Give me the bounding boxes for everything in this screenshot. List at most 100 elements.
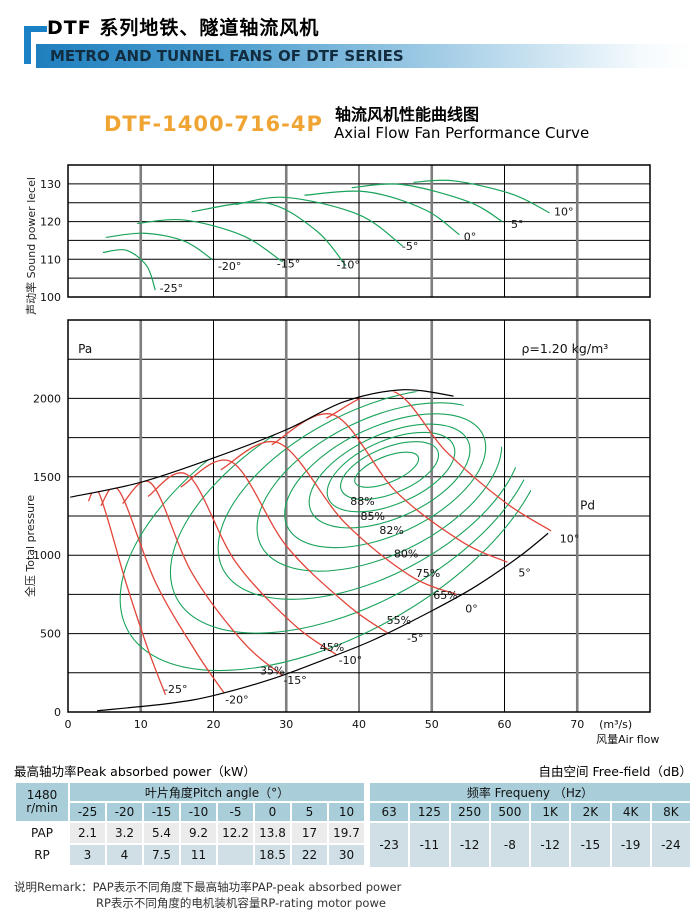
noise-curve-10°	[413, 179, 550, 214]
pitch-curve--10°	[147, 472, 337, 656]
pitch-angle-group-header: 叶片角度Pitch angle（°）	[70, 783, 364, 801]
efficiency-contours	[119, 389, 548, 672]
attenuation-row: -23 -11 -12 -8 -12 -15 -19 -24	[370, 823, 690, 867]
pitch-curve-5°	[271, 413, 508, 563]
chart-label: 风量Air flow	[596, 733, 659, 746]
noise-pitch-curves: -25° -20° -15° -10° -5° 0° 5° 10°	[102, 179, 574, 295]
brand-bracket-icon	[24, 26, 31, 64]
chart-label: -15°	[283, 674, 306, 687]
chart-label: Pd	[580, 499, 595, 513]
remark-note: 说明Remark：PAP表示不同角度下最高轴功率PAP-peak absorbe…	[14, 880, 402, 910]
chart-label: -5°	[407, 632, 423, 645]
chart-label: 110	[40, 253, 61, 266]
peak-power-table: 1480 r/min 叶片角度Pitch angle（°） -25 -20 -15…	[14, 781, 366, 867]
chart-label: 2000	[33, 392, 61, 405]
chart-label: 0	[65, 718, 72, 731]
efficiency-contour-85%	[340, 441, 440, 500]
chart-label: 70	[570, 718, 584, 731]
chart-label: 45%	[320, 641, 344, 654]
chart-label: -25°	[160, 282, 183, 295]
efficiency-contour-88%	[354, 451, 420, 488]
efficiency-contour-82%	[326, 431, 456, 513]
efficiency-contour-65%	[256, 402, 503, 572]
chart-label: 10	[134, 718, 148, 731]
chart-label: 1500	[33, 471, 61, 484]
noise-curve-0°	[304, 190, 460, 236]
chart-label: 10°	[554, 206, 574, 219]
chart-label: -20°	[225, 693, 248, 706]
chart-label: 120	[40, 216, 61, 229]
chart-label: -5°	[402, 240, 418, 253]
pressure-flow-chart: -25° -20° -15° -10° -5° 0° 5° 10° 88% 85%82% 80% 75…	[33, 319, 659, 746]
peak-power-table-title: 最高轴功率Peak absorbed power（kW）	[14, 764, 256, 779]
chart-label: 5°	[518, 566, 531, 579]
chart-label: 0°	[464, 230, 477, 243]
chart-label: -10°	[336, 258, 359, 271]
curve-title-zh: 轴流风机性能曲线图	[335, 105, 480, 124]
pd-curve	[97, 532, 549, 712]
frequency-header-row: 63 125 250 500 1K 2K 4K 8K	[370, 803, 690, 821]
chart-label: 65%	[433, 589, 457, 602]
chart-label: 1000	[33, 549, 61, 562]
noise-curve--10°	[191, 201, 347, 267]
noise-curve--20°	[105, 232, 213, 260]
noise-curve-5°	[351, 183, 503, 223]
chart-label: 50	[425, 718, 439, 731]
chart-label: 100	[40, 291, 61, 304]
brand-bracket-icon	[24, 26, 47, 32]
chart-label: 20	[207, 718, 221, 731]
chart-label: 75%	[416, 567, 440, 580]
plot-border	[67, 164, 651, 298]
page-subtitle-banner: METRO AND TUNNEL FANS OF DTF SERIES	[36, 44, 692, 68]
sound-power-chart: 100 110 120 130 -25° -20° -15° -10° -5° 0° 5° 10°	[40, 164, 651, 304]
fan-model-code: DTF-1400-716-4P	[104, 112, 323, 136]
chart-label: 30	[279, 718, 293, 731]
free-field-table-title: 自由空间 Free-field（dB）	[538, 764, 693, 779]
noise-curve--15°	[137, 219, 283, 263]
envelope-curve	[70, 389, 454, 498]
free-field-table: 频率 Frequeny （Hz） 63 125 250 500 1K 2K 4K…	[368, 781, 692, 869]
chart-label: 40	[352, 718, 366, 731]
chart-label: 500	[40, 628, 61, 641]
chart-label: -15°	[277, 258, 300, 271]
chart-label: -20°	[218, 260, 241, 273]
curve-title-en: Axial Flow Fan Performance Curve	[334, 124, 590, 142]
plot-border	[67, 319, 651, 713]
curve-labels: -25° -20° -15° -10° -5° 0° 5° 10° 88% 85%82% 80% 75…	[78, 341, 608, 706]
chart-label: 82%	[379, 524, 403, 537]
efficiency-contour-75%	[284, 413, 487, 549]
efficiency-contour-35%	[119, 389, 548, 672]
chart-label: Pa	[78, 342, 92, 356]
chart-label: -25°	[164, 683, 187, 696]
chart-label: 88%	[350, 495, 374, 508]
chart-label: 0°	[465, 602, 478, 615]
grid	[68, 165, 650, 297]
table-row-pap: PAP 2.1 3.2 5.4 9.2 12.2 13.8 17 19.7	[16, 823, 364, 843]
noise-curve--5°	[235, 196, 404, 247]
chart-label: (m³/s)	[599, 718, 632, 731]
efficiency-contour-80%	[308, 423, 471, 529]
chart-label: -10°	[339, 654, 362, 667]
chart-label: 85%	[360, 510, 384, 523]
chart-label: ρ=1.20 kg/m³	[521, 341, 608, 356]
chart-label: 80%	[394, 548, 418, 561]
y-tick-labels: 100 110 120 130	[40, 178, 61, 304]
clipped-curves	[87, 389, 552, 695]
chart-label: 10°	[560, 533, 580, 546]
page-title: DTF 系列地铁、隧道轴流风机	[47, 17, 320, 39]
pitch-curve--5°	[180, 459, 388, 634]
chart-label: 60	[498, 718, 512, 731]
pitch-curve--25°	[87, 488, 167, 695]
rpm-cell: 1480 r/min	[16, 783, 68, 821]
chart-label: 35%	[260, 665, 284, 678]
axis-tick-labels: 0 500 1000 1500 2000 0 10 20 30 40 50 60 70 (m³/s) 风量A…	[33, 392, 659, 746]
chart-label: 55%	[387, 614, 411, 627]
table-row-rp: RP 3 4 7.5 11 18.5 22 30	[16, 845, 364, 865]
chart-label: 130	[40, 178, 61, 191]
chart-label: 0	[54, 706, 61, 719]
pitch-curve--20°	[100, 486, 225, 693]
chart-label: 5°	[511, 218, 524, 231]
frequency-group-header: 频率 Frequeny （Hz）	[370, 783, 690, 801]
pitch-angle-header-row: -25 -20 -15 -10 -5 0 5 10	[16, 803, 364, 821]
